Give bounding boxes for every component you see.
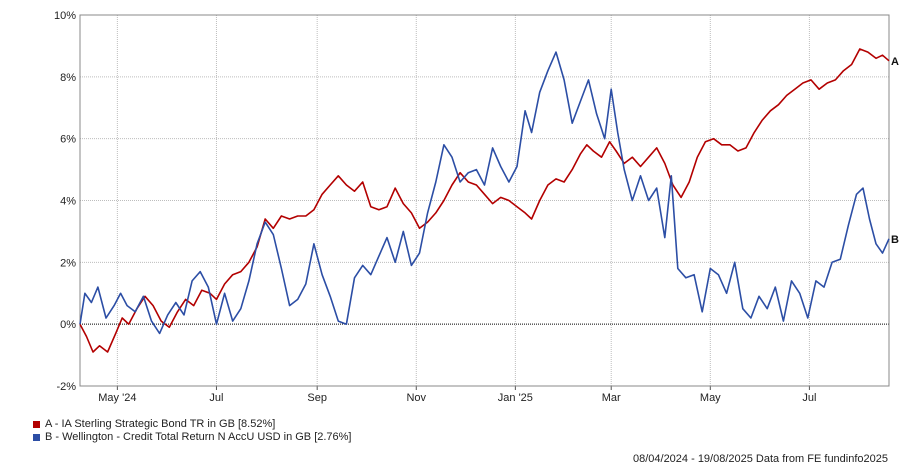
- legend-item-b[interactable]: B - Wellington - Credit Total Return N A…: [33, 431, 352, 444]
- x-tick-label: May: [700, 392, 721, 404]
- grid: [80, 14, 889, 387]
- y-tick-label: 0%: [60, 319, 76, 331]
- x-tick-label: Nov: [406, 392, 426, 404]
- y-tick-label: 4%: [60, 196, 76, 208]
- x-tick-label: Jul: [209, 392, 223, 404]
- series-lines: [79, 48, 890, 353]
- legend-label-b: B - Wellington - Credit Total Return N A…: [45, 431, 352, 443]
- x-tick-label: Jul: [802, 392, 816, 404]
- y-tick-label: 8%: [60, 72, 76, 84]
- x-tick-label: Mar: [602, 392, 621, 404]
- legend-item-a[interactable]: A - IA Sterling Strategic Bond TR in GB …: [33, 418, 352, 431]
- x-tick-label: May '24: [98, 392, 136, 404]
- series-line-b[interactable]: [79, 51, 890, 335]
- series-end-label-a: A: [891, 56, 899, 68]
- plot-frame: [79, 14, 890, 387]
- x-tick-label: Jan '25: [498, 392, 533, 404]
- tick-labels: -2% 0% 2% 4% 6% 8% 10% May '24 Jul Sep Nov Jan '25 M…: [54, 10, 899, 404]
- x-tick-label: Sep: [307, 392, 327, 404]
- date-range-footer: 08/04/2024 - 19/08/2025 Data from FE fun…: [632, 453, 888, 465]
- y-tick-label: 6%: [60, 134, 76, 146]
- legend: A - IA Sterling Strategic Bond TR in GB …: [33, 418, 352, 444]
- y-tick-label: -2%: [56, 381, 76, 393]
- y-tick-label: 10%: [54, 10, 76, 22]
- legend-label-a: A - IA Sterling Strategic Bond TR in GB …: [45, 418, 276, 430]
- legend-swatch-a: [33, 421, 40, 428]
- legend-swatch-b: [33, 434, 40, 441]
- y-tick-label: 2%: [60, 257, 76, 269]
- series-end-label-b: B: [891, 234, 899, 246]
- axes: [79, 14, 890, 390]
